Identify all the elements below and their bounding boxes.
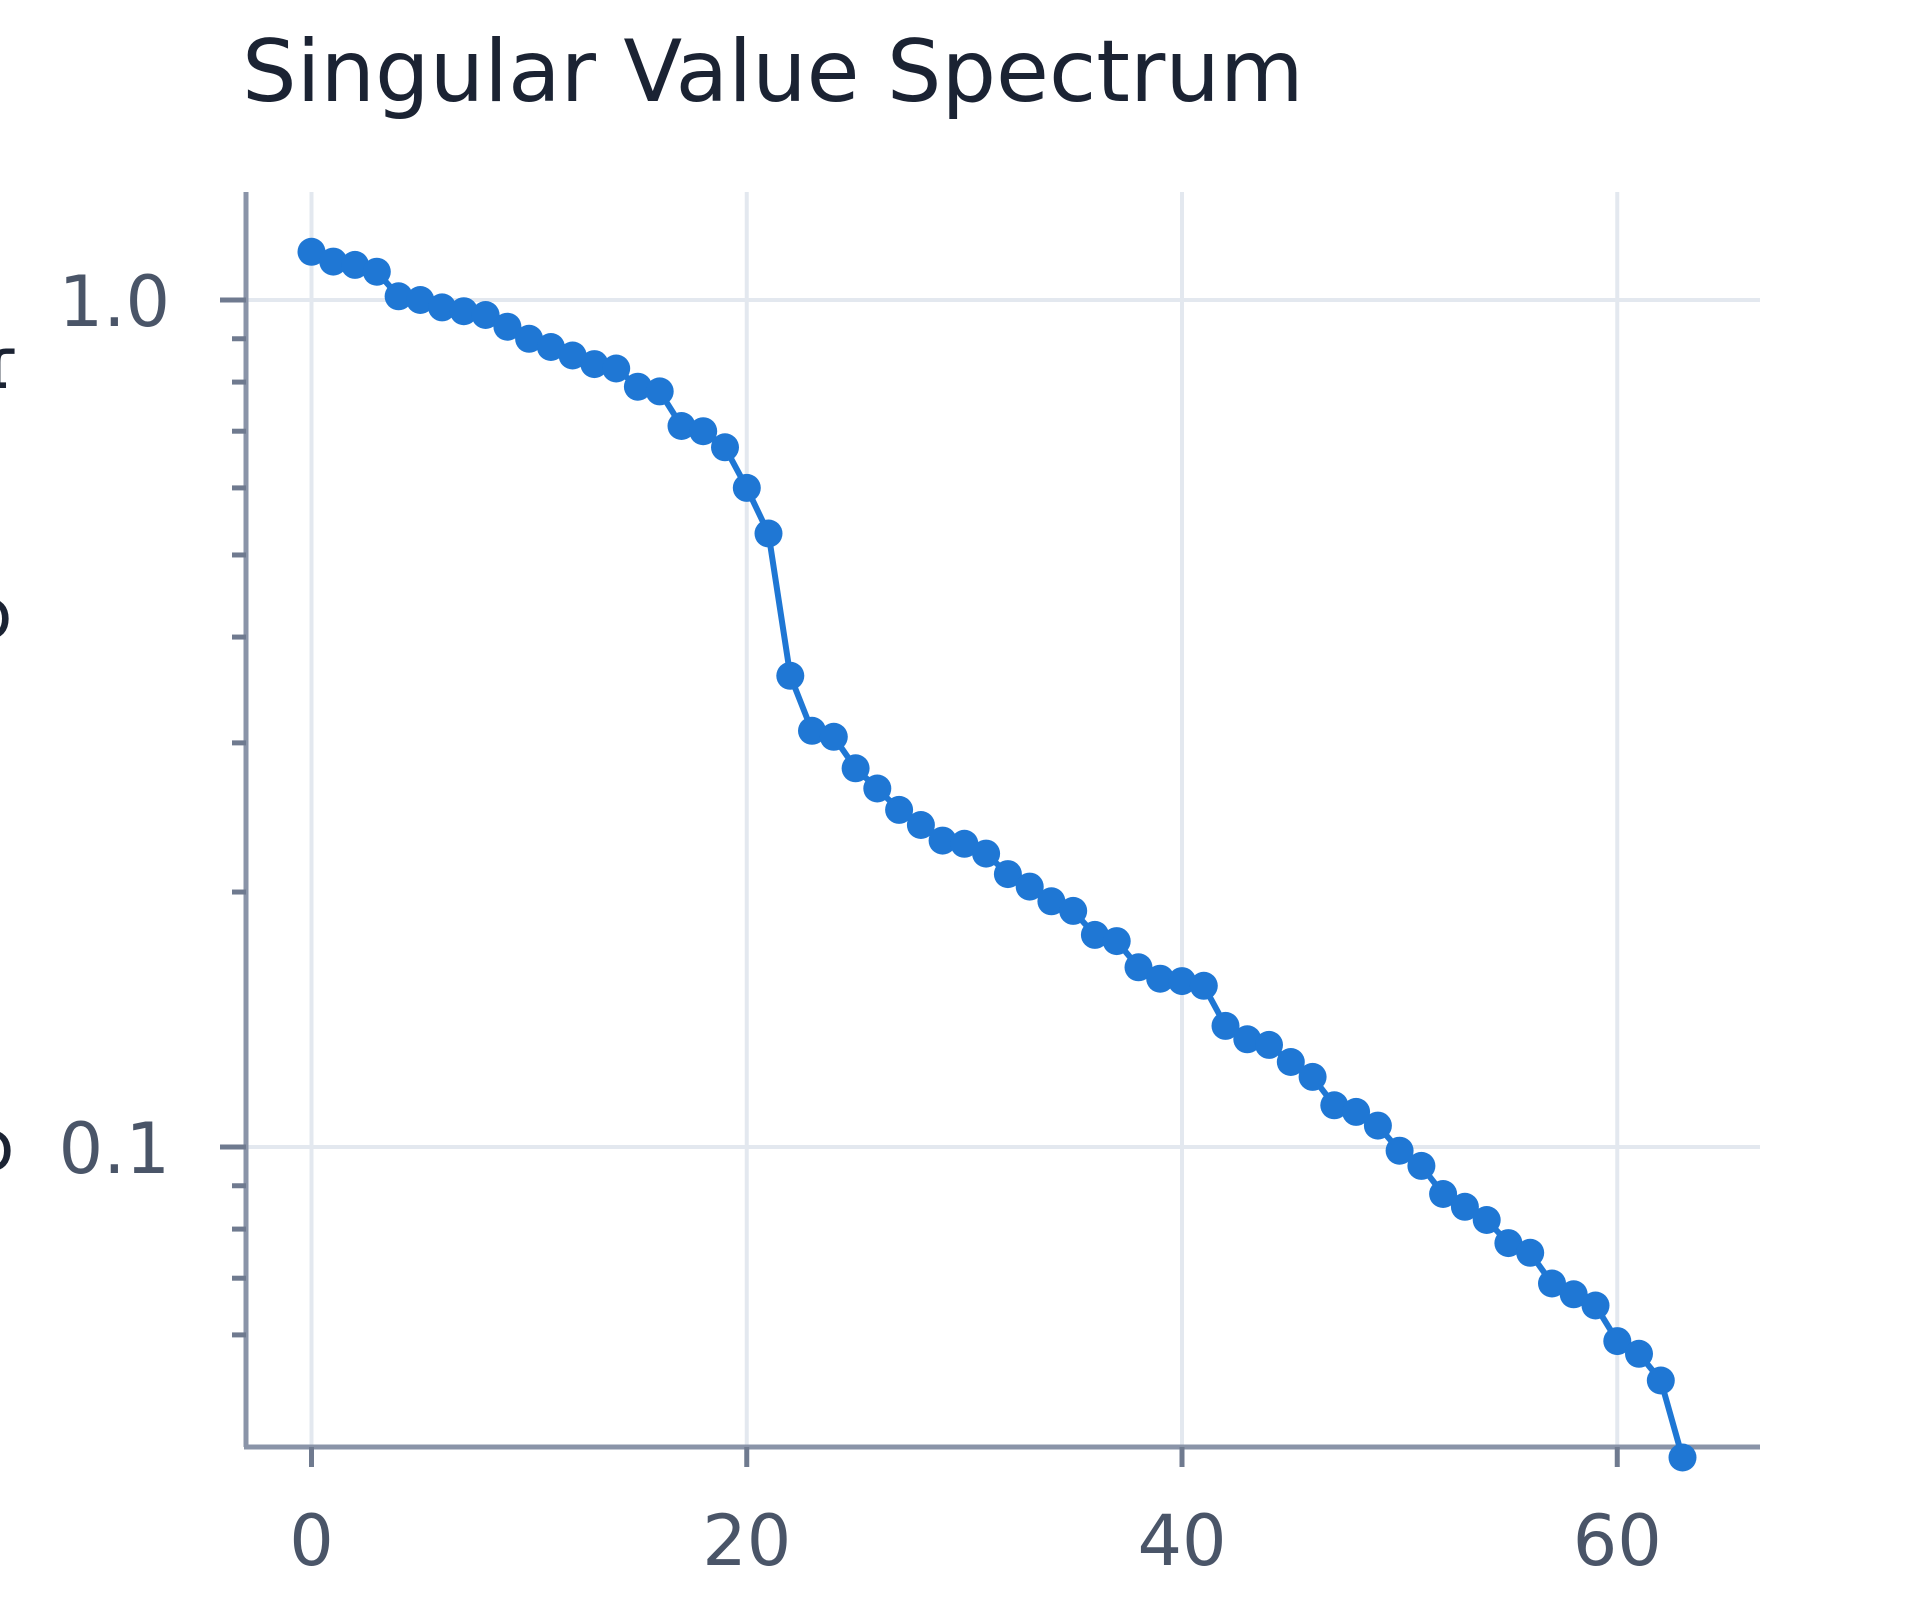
data-point (1363, 1111, 1392, 1140)
edge-glyphs: ɾ ɔ ɔ (0, 323, 21, 1187)
data-point (1211, 1011, 1240, 1040)
axes (243, 192, 1760, 1450)
data-point (623, 372, 652, 401)
y-tick-label: 0.1 (59, 1108, 170, 1190)
data-point (1494, 1229, 1523, 1258)
data-point (645, 377, 674, 406)
data-point (1603, 1327, 1632, 1356)
data-point (993, 860, 1022, 889)
data-point (449, 297, 478, 326)
data-point (428, 293, 457, 322)
data-point (493, 312, 522, 341)
data-point (1516, 1238, 1545, 1267)
data-point (885, 795, 914, 824)
data-point (1320, 1091, 1349, 1120)
data-point (1668, 1443, 1697, 1472)
data-point (1625, 1339, 1653, 1368)
data-point (819, 722, 848, 751)
data-point (950, 829, 979, 858)
data-point (1276, 1048, 1305, 1076)
grid (246, 192, 1760, 1447)
data-point (1298, 1062, 1327, 1091)
data-point (580, 350, 609, 379)
data-point (1385, 1136, 1414, 1165)
ticks: 0 20 40 60 0.1 1.0 (59, 261, 1662, 1582)
data-point (1168, 967, 1196, 996)
data-point (1538, 1269, 1566, 1298)
data-point (341, 250, 369, 279)
data-point (776, 661, 805, 690)
data-point (841, 754, 870, 783)
data-point (1233, 1025, 1262, 1054)
y-tick-label: 1.0 (59, 261, 170, 343)
data-point (928, 826, 957, 855)
data-point (1124, 953, 1153, 982)
series (297, 237, 1697, 1472)
edge-glyph: ɔ (0, 573, 12, 655)
data-point (1059, 896, 1088, 925)
x-tick-label: 40 (1137, 1500, 1226, 1582)
x-tick-label: 0 (289, 1500, 334, 1582)
data-point (1429, 1180, 1458, 1208)
data-point (1407, 1151, 1436, 1180)
data-point (515, 324, 544, 353)
data-point (1102, 927, 1131, 956)
data-point (1146, 964, 1175, 993)
data-point (1015, 872, 1044, 901)
data-point (863, 774, 892, 803)
data-point (536, 333, 565, 361)
data-point (362, 257, 391, 286)
data-point (1472, 1206, 1501, 1234)
data-point (972, 839, 1001, 868)
data-point (1559, 1280, 1588, 1309)
data-point (1581, 1291, 1610, 1320)
data-point (667, 412, 696, 440)
data-point (798, 716, 826, 745)
data-point (754, 519, 783, 548)
data-point (1342, 1097, 1371, 1126)
data-point (906, 811, 935, 839)
chart-title: Singular Value Spectrum (242, 22, 1304, 122)
edge-glyph: ɔ (0, 1105, 14, 1187)
data-point (297, 237, 326, 266)
data-point (1189, 971, 1218, 1000)
data-point (319, 247, 348, 276)
edge-glyph: ɾ (0, 323, 21, 405)
data-point (1037, 887, 1066, 916)
data-point (406, 286, 435, 314)
data-point (471, 301, 500, 329)
x-tick-label: 20 (702, 1500, 791, 1582)
x-tick-label: 60 (1573, 1500, 1662, 1582)
data-point (1450, 1192, 1479, 1221)
data-point (711, 433, 739, 462)
data-point (689, 417, 718, 446)
data-point (1646, 1366, 1675, 1395)
data-point (602, 354, 631, 383)
data-point (1080, 920, 1109, 949)
data-point (558, 341, 587, 370)
data-point (384, 282, 413, 311)
data-point (1255, 1030, 1283, 1059)
data-point (732, 473, 761, 502)
